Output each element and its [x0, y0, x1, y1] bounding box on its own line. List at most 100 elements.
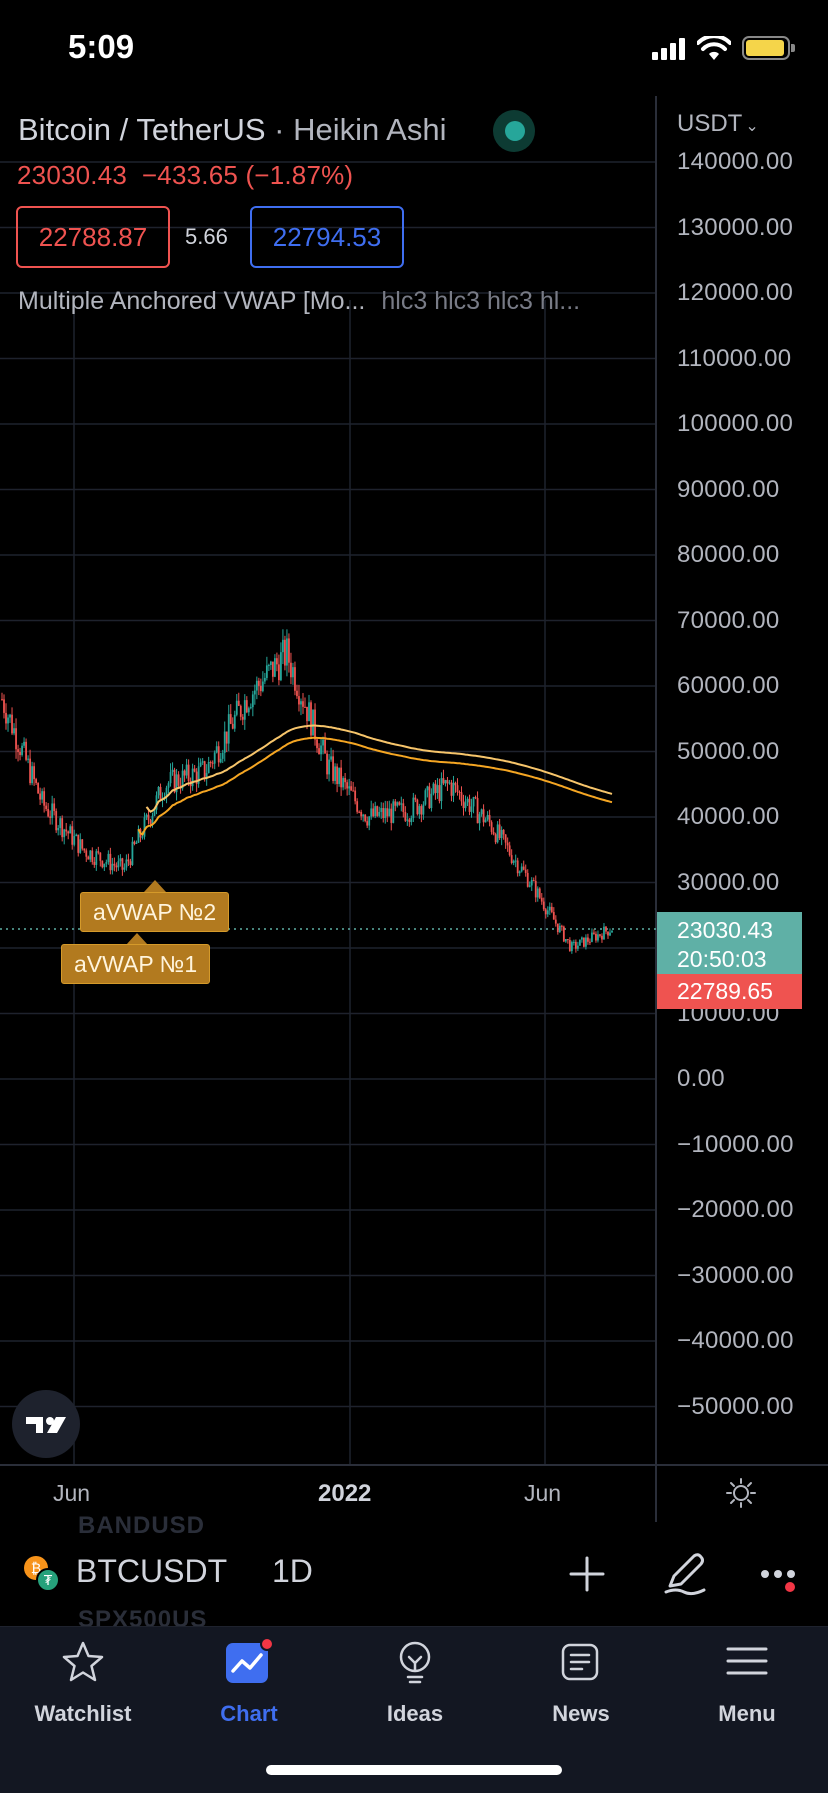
news-icon [561, 1643, 599, 1681]
candle-body [394, 801, 397, 806]
price-axis-label: 140000.00 [677, 148, 794, 175]
tab-watchlist[interactable]: Watchlist [0, 1626, 166, 1736]
price-axis-label: 0.00 [677, 1065, 725, 1092]
price-axis-label: 100000.00 [677, 410, 794, 437]
price-axis-label: 130000.00 [677, 213, 794, 241]
candle-body [185, 764, 188, 776]
candle-body [386, 808, 389, 817]
candle-body [338, 767, 341, 784]
candle-body [280, 652, 282, 681]
candle-body [460, 792, 463, 802]
candle-body [570, 942, 573, 952]
tab-ideas[interactable]: Ideas [332, 1626, 498, 1736]
indicator-legend[interactable]: Multiple Anchored VWAP [Mo... hlc3 hlc3 h… [18, 287, 580, 316]
tradingview-logo[interactable] [12, 1390, 80, 1458]
candle-body [83, 848, 86, 851]
price-axis-label: −40000.00 [677, 1327, 794, 1354]
tradingview-logo-icon [26, 1417, 66, 1433]
tab-news[interactable]: News [498, 1626, 664, 1736]
candle-body [73, 836, 76, 845]
last-price-tag: 23030.43 20:50:03 [657, 912, 802, 977]
candle-body [538, 888, 541, 898]
price-chart[interactable] [0, 96, 828, 1522]
price-axis-label: 120000.00 [677, 279, 794, 306]
candle-body [589, 941, 591, 943]
candle-body [552, 912, 555, 920]
buy-button[interactable]: 22794.53 [250, 206, 404, 268]
ghost-symbol-above: BANDUSD [78, 1512, 205, 1539]
candle-body [372, 808, 375, 817]
candle-body [466, 798, 469, 803]
candle-body [540, 897, 543, 902]
candle-body [340, 767, 343, 788]
candle-body [494, 834, 497, 843]
candle-body [61, 818, 64, 838]
candle-body [29, 758, 31, 784]
candle-body [366, 821, 369, 826]
candle-body [137, 829, 140, 843]
avwap-2-label[interactable]: aVWAP №2 [80, 892, 230, 932]
candle-body [288, 638, 290, 663]
candle-body [300, 701, 302, 705]
candle-body [13, 728, 15, 734]
candle-body [296, 690, 298, 697]
candle-body [506, 842, 509, 846]
candle-body [358, 811, 361, 813]
candle-body [408, 819, 411, 823]
tab-chart[interactable]: Chart [166, 1626, 332, 1736]
chart-style: Heikin Ashi [293, 112, 447, 147]
hamburger-icon [726, 1647, 768, 1675]
candle-body [123, 867, 126, 870]
candle-body [446, 780, 449, 784]
candle-body [412, 797, 415, 818]
candle-body [352, 790, 355, 792]
symbol-search-button[interactable]: BTCUSDT [76, 1553, 228, 1589]
candle-body [546, 910, 549, 915]
candle-body [512, 860, 515, 864]
candle-body [47, 809, 50, 817]
price-change-pct: (−1.87%) [245, 160, 354, 190]
candle-body [406, 819, 409, 821]
interval-button[interactable]: 1D [272, 1553, 313, 1589]
candle-body [107, 853, 110, 863]
more-dots-icon[interactable] [760, 1562, 800, 1592]
candle-body [211, 762, 214, 764]
time-axis-label-year: 2022 [318, 1480, 372, 1507]
candle-body [23, 741, 25, 746]
candle-body [177, 774, 180, 786]
avwap-1-label[interactable]: aVWAP №1 [61, 944, 211, 984]
candle-body [591, 932, 593, 942]
add-plus-icon[interactable] [568, 1555, 606, 1593]
candle-body [125, 859, 128, 868]
drawing-pen-icon[interactable] [662, 1550, 708, 1596]
tab-menu[interactable]: Menu [664, 1626, 828, 1736]
candle-body [127, 859, 130, 862]
candle-body [251, 694, 254, 708]
chevron-down-icon: ⌄ [745, 118, 759, 135]
settings-sun-icon[interactable] [726, 1478, 756, 1508]
indicator-args: hlc3 hlc3 hlc3 hl... [381, 287, 581, 315]
candle-body [131, 841, 134, 865]
symbol-title[interactable]: Bitcoin / TetherUS · Heikin Ashi [18, 112, 447, 147]
candle-body [392, 801, 395, 823]
candle-body [271, 661, 274, 677]
candle-body [209, 761, 212, 763]
candle-body [249, 707, 252, 709]
sell-button[interactable]: 22788.87 [16, 206, 170, 268]
candle-body [255, 680, 258, 691]
candle-body [368, 816, 371, 826]
candle-body [265, 665, 268, 678]
candle-body [89, 850, 92, 860]
price-axis-label: 50000.00 [677, 737, 780, 765]
candle-body [476, 798, 479, 824]
candle-body [599, 934, 601, 936]
candle-body [201, 761, 204, 763]
candle-body [378, 811, 381, 816]
candle-body [508, 845, 511, 856]
currency-selector[interactable]: USDT ⌄ [677, 110, 759, 137]
candle-body [215, 746, 218, 753]
candle-body [7, 717, 9, 724]
candle-body [326, 753, 328, 775]
candle-body [9, 714, 11, 718]
candle-body [426, 786, 429, 791]
